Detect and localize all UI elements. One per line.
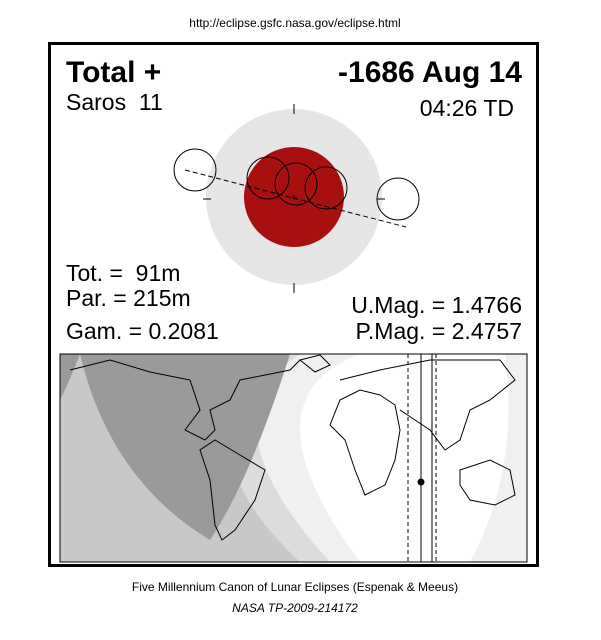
subpoint [417, 478, 425, 486]
umbral-magnitude: U.Mag. = 1.4766 [351, 292, 522, 318]
frame [48, 42, 539, 567]
penumbral-magnitude: P.Mag. = 2.4757 [356, 318, 522, 344]
moon [274, 162, 318, 206]
moon [246, 156, 290, 200]
canon-title: Five Millennium Canon of Lunar Eclipses … [132, 580, 458, 594]
source-url: http://eclipse.gsfc.nasa.gov/eclipse.htm… [189, 16, 400, 30]
totality: Tot. = 91m [66, 260, 180, 286]
map-border [59, 353, 528, 563]
coastlines [69, 354, 516, 541]
moon [376, 177, 420, 221]
partial: Par. = 215m [66, 285, 191, 311]
zone [60, 354, 105, 562]
moon [304, 166, 348, 210]
moon-path [184, 169, 407, 228]
eclipse-type: Total + [66, 56, 161, 89]
center-mark: + [291, 193, 297, 204]
umbra [244, 147, 344, 247]
umbral-zone [60, 354, 80, 400]
moon [173, 148, 217, 192]
visibility-map [59, 353, 528, 563]
time: 04:26 TD [420, 95, 514, 121]
umbral-zone [80, 354, 290, 540]
gamma: Gam. = 0.2081 [66, 318, 219, 344]
eclipse-date: -1686 Aug 14 [338, 56, 522, 89]
eclipse-geometry: + [173, 104, 420, 293]
reference: NASA TP-2009-214172 [232, 601, 358, 615]
moon-positions [173, 148, 420, 221]
saros: Saros 11 [66, 89, 163, 115]
